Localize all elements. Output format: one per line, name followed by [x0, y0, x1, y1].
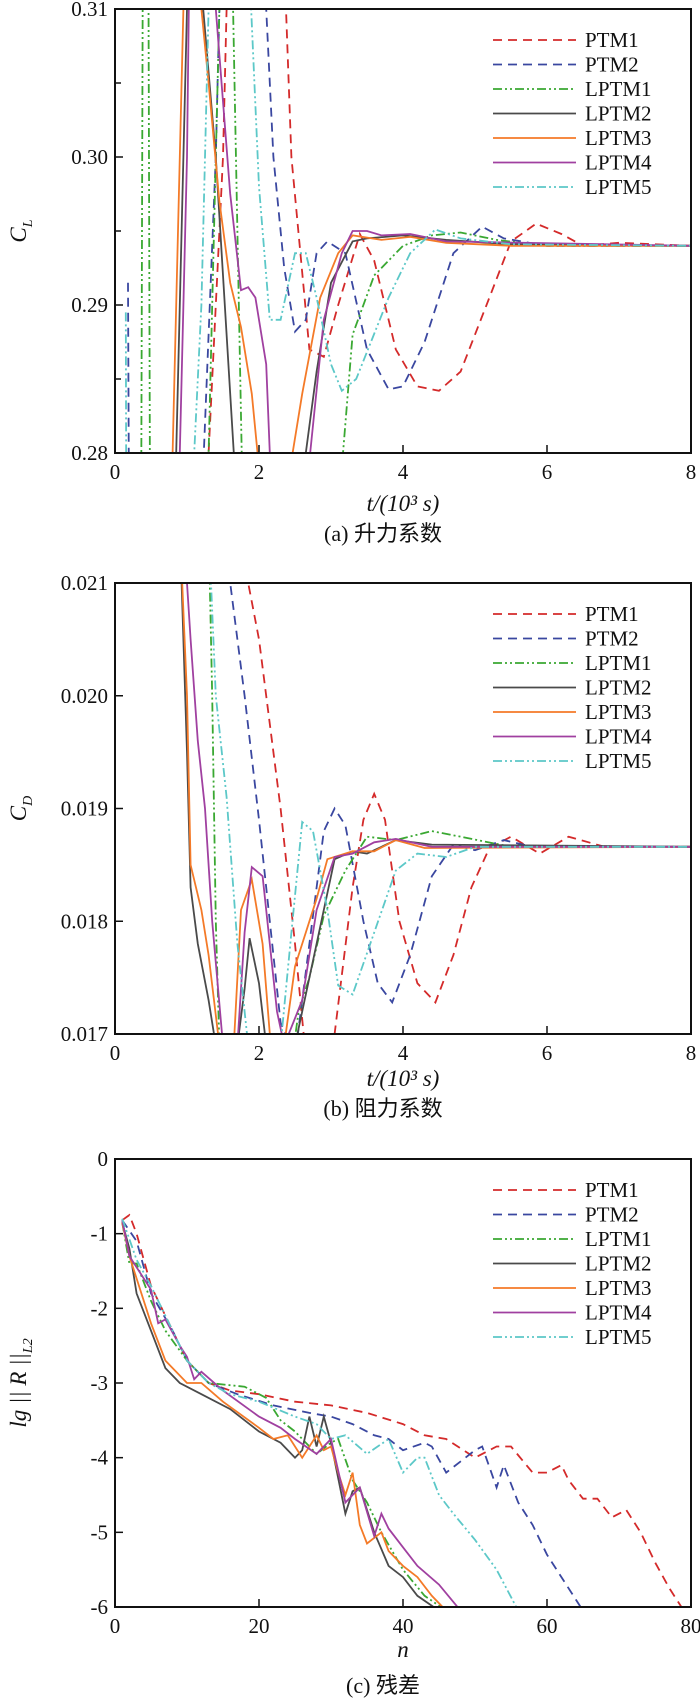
series-line-lptm1 [121, 1222, 443, 1607]
x-tick-label: 0 [110, 1041, 121, 1065]
y-axis-label-main: C [6, 227, 31, 243]
legend-label-lptm5: LPTM5 [585, 175, 652, 199]
y-axis-label-subscript: D [21, 796, 36, 807]
y-tick-label: 0 [98, 1147, 109, 1171]
legend-label-lptm2: LPTM2 [585, 1252, 652, 1276]
legend-label-lptm4: LPTM4 [585, 151, 652, 175]
legend-label-lptm1: LPTM1 [585, 77, 652, 101]
y-tick-label: 0.021 [61, 571, 108, 595]
series-line-ptm2 [127, 9, 691, 453]
y-tick-label: 0.30 [71, 145, 108, 169]
series-line-ptm2 [229, 583, 691, 1034]
x-tick-label: 2 [254, 460, 265, 484]
legend-label-ptm1: PTM1 [585, 1178, 639, 1202]
y-axis-label-subscript: L2 [21, 1338, 36, 1354]
y-axis-label-subscript: L [21, 219, 36, 228]
y-tick-label: 0.018 [61, 909, 108, 933]
legend-label-ptm2: PTM2 [585, 627, 639, 651]
series-line-lptm4 [186, 583, 691, 1034]
x-axis-label: t/(10³ s) [367, 491, 440, 516]
y-tick-label: -1 [91, 1222, 109, 1246]
x-tick-label: 0 [110, 460, 121, 484]
legend-label-ptm2: PTM2 [585, 1203, 639, 1227]
x-axis-label: n [397, 1637, 409, 1662]
series-line-lptm5 [124, 9, 691, 453]
chart-panel-1: 0 2 4 6 8 0.28 0.29 0.30 0.31 t/(10³ s) CL (a) 升力系数… [6, 0, 697, 546]
chart-panel-3: 0 20 40 60 80 -6 -5 -4 -3 -2 -1 0 n lg || R ||L2 (c) 残… [6, 1147, 700, 1698]
x-tick-label: 80 [681, 1614, 700, 1638]
y-axis-label: CD [6, 796, 36, 821]
legend-label-lptm5: LPTM5 [585, 1325, 652, 1349]
y-tick-label: -4 [91, 1446, 109, 1470]
y-tick-label: -5 [91, 1520, 109, 1544]
y-tick-label: 0.019 [61, 797, 108, 821]
panel-caption: (c) 残差 [346, 1673, 420, 1698]
legend-label-ptm1: PTM1 [585, 28, 639, 52]
y-tick-label: 0.020 [61, 684, 108, 708]
series-line-lptm1 [140, 9, 691, 453]
y-axis-label-main: lg || R || [6, 1353, 31, 1427]
x-tick-label: 6 [542, 460, 553, 484]
legend-label-lptm3: LPTM3 [585, 700, 652, 724]
series-line-ptm1 [207, 9, 691, 453]
x-tick-label: 4 [398, 460, 409, 484]
x-tick-label: 20 [249, 1614, 270, 1638]
series-line-lptm5 [210, 583, 691, 1034]
y-tick-label: -6 [91, 1595, 109, 1619]
x-tick-label: 0 [110, 1614, 121, 1638]
y-tick-label: 0.017 [61, 1022, 108, 1046]
series-line-lptm3 [171, 9, 691, 453]
legend-label-lptm3: LPTM3 [585, 126, 652, 150]
y-tick-label: 0.28 [71, 441, 108, 465]
x-tick-label: 6 [542, 1041, 553, 1065]
panel-caption: (a) 升力系数 [324, 521, 442, 546]
x-tick-label: 60 [537, 1614, 558, 1638]
x-axis-label: t/(10³ s) [367, 1066, 440, 1091]
x-tick-label: 2 [254, 1041, 265, 1065]
legend-label-ptm2: PTM2 [585, 53, 639, 77]
x-tick-label: 8 [686, 1041, 697, 1065]
legend-label-lptm1: LPTM1 [585, 1227, 652, 1251]
y-axis-label: CL [6, 219, 36, 242]
x-tick-label: 40 [393, 1614, 414, 1638]
series-line-ptm1 [121, 1213, 683, 1607]
y-axis-label-main: C [6, 805, 31, 821]
legend-label-lptm1: LPTM1 [585, 651, 652, 675]
series-line-ptm2 [121, 1219, 582, 1607]
series-line-lptm1 [208, 583, 691, 1034]
legend-label-lptm2: LPTM2 [585, 102, 652, 126]
series-line-lptm3 [181, 583, 691, 1034]
legend-label-lptm4: LPTM4 [585, 725, 652, 749]
series-line-lptm2 [180, 583, 691, 1034]
legend-label-lptm2: LPTM2 [585, 676, 652, 700]
legend-label-ptm1: PTM1 [585, 602, 639, 626]
chart-panel-2: 0 2 4 6 8 0.017 0.018 0.019 0.020 0.021 t/(10³ s) C… [6, 571, 697, 1121]
panel-caption: (b) 阻力系数 [323, 1096, 442, 1121]
series-line-lptm3 [121, 1222, 444, 1607]
series-line-lptm4 [178, 9, 691, 453]
y-tick-label: 0.29 [71, 293, 108, 317]
x-tick-label: 4 [398, 1041, 409, 1065]
series-line-lptm2 [121, 1222, 436, 1607]
x-tick-label: 8 [686, 460, 697, 484]
series-line-lptm5 [121, 1218, 518, 1607]
legend-label-lptm5: LPTM5 [585, 749, 652, 773]
y-tick-label: -3 [91, 1371, 109, 1395]
legend-label-lptm4: LPTM4 [585, 1301, 652, 1325]
y-tick-label: 0.31 [71, 0, 108, 21]
series-line-lptm4 [121, 1220, 459, 1607]
legend-label-lptm3: LPTM3 [585, 1276, 652, 1300]
y-axis-label: lg || R ||L2 [6, 1338, 36, 1427]
y-tick-label: -2 [91, 1296, 109, 1320]
